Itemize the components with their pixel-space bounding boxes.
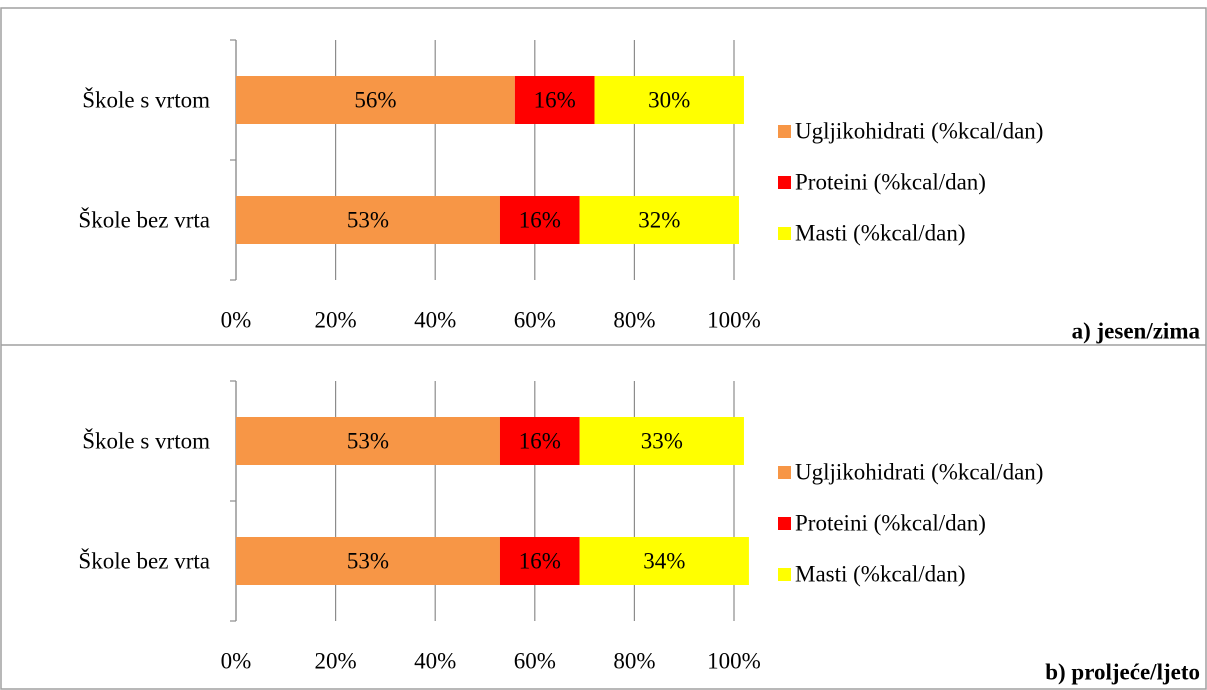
bar-segment — [236, 417, 500, 465]
legend-swatch — [778, 517, 791, 530]
panel-title: a) jesen/zima — [1072, 318, 1201, 343]
data-label: 34% — [643, 548, 685, 573]
legend-label: Proteini (%kcal/dan) — [795, 510, 986, 535]
x-tick-label: 60% — [514, 307, 556, 332]
data-label: 16% — [519, 207, 561, 232]
x-tick-label: 0% — [221, 648, 252, 673]
legend-label: Masti (%kcal/dan) — [795, 561, 966, 586]
x-tick-label: 60% — [514, 648, 556, 673]
y-tick-label: Škole bez vrta — [78, 547, 210, 573]
legend-swatch — [778, 227, 791, 240]
x-tick-label: 100% — [707, 307, 761, 332]
legend-label: Ugljikohidrati (%kcal/dan) — [795, 118, 1043, 143]
bar-segment — [499, 417, 580, 465]
legend-label: Proteini (%kcal/dan) — [795, 169, 986, 194]
x-tick-label: 40% — [414, 307, 456, 332]
legend-swatch — [778, 125, 791, 138]
frame — [0, 7, 1207, 690]
y-tick-label: Škole bez vrta — [78, 206, 210, 232]
data-label: 56% — [354, 87, 396, 112]
data-label: 33% — [641, 428, 683, 453]
y-tick-label: Škole s vrtom — [82, 86, 210, 112]
bar-segment — [579, 537, 749, 585]
bar-segment — [579, 417, 744, 465]
bar-segment — [594, 76, 744, 124]
bar-segment — [236, 537, 500, 585]
y-tick-label: Škole s vrtom — [82, 427, 210, 453]
x-tick-label: 20% — [315, 648, 357, 673]
data-label: 53% — [347, 428, 389, 453]
bar-segment — [236, 76, 515, 124]
data-label: 53% — [347, 548, 389, 573]
bar-segment — [499, 196, 580, 244]
bar-segment — [236, 196, 500, 244]
legend-swatch — [778, 176, 791, 189]
legend-label: Ugljikohidrati (%kcal/dan) — [795, 459, 1043, 484]
x-tick-label: 100% — [707, 648, 761, 673]
data-label: 32% — [638, 207, 680, 232]
x-tick-label: 20% — [315, 307, 357, 332]
bar-segment — [579, 196, 739, 244]
x-tick-label: 80% — [613, 648, 655, 673]
bar-segment — [499, 537, 580, 585]
chart: 0% 20% 40% 60% 80% 100% Škole s vrtom 53% 16% 33%… — [78, 380, 1200, 684]
panel-title: b) proljeće/ljeto — [1045, 659, 1200, 684]
chart: 0% 20% 40% 60% 80% 100% Škole s vrtom 56% 16% 30%… — [78, 39, 1201, 343]
x-tick-label: 80% — [613, 307, 655, 332]
bar-segment — [514, 76, 595, 124]
data-label: 16% — [519, 548, 561, 573]
x-tick-label: 0% — [221, 307, 252, 332]
legend-swatch — [778, 568, 791, 581]
data-label: 53% — [347, 207, 389, 232]
legend-swatch — [778, 466, 791, 479]
data-label: 30% — [648, 87, 690, 112]
data-label: 16% — [534, 87, 576, 112]
legend-label: Masti (%kcal/dan) — [795, 220, 966, 245]
data-label: 16% — [519, 428, 561, 453]
x-tick-label: 40% — [414, 648, 456, 673]
